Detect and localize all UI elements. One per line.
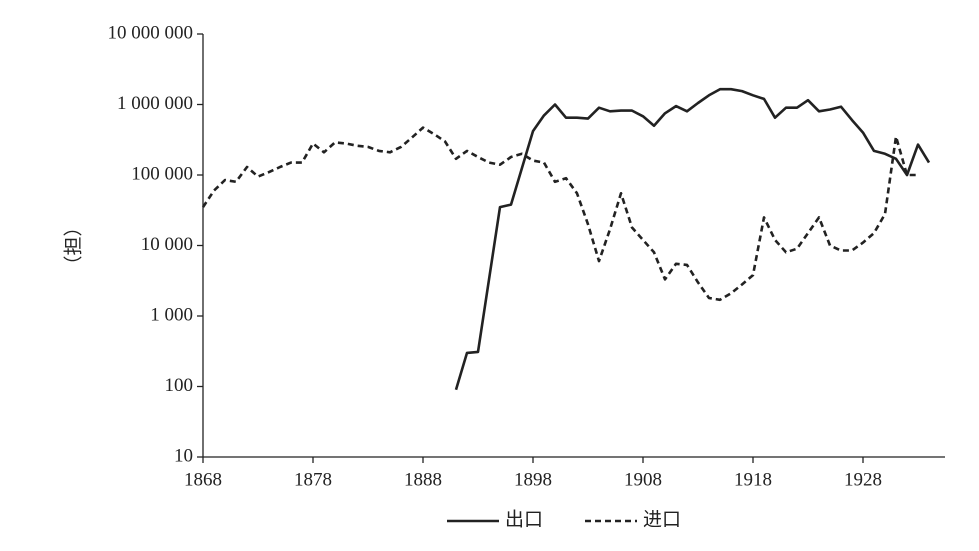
y-tick-label: 1 000: [150, 304, 193, 325]
x-tick-label: 1878: [294, 469, 332, 490]
series-line: [454, 87, 931, 391]
y-tick-label: 100 000: [131, 163, 193, 184]
x-tick-label: 1868: [184, 469, 222, 490]
y-tick-label: 100: [165, 375, 194, 396]
y-tick-label: 10 000: [141, 234, 193, 255]
x-tick-label: 1908: [624, 469, 662, 490]
x-tick-label: 1898: [514, 469, 552, 490]
y-tick-label: 10: [174, 445, 193, 466]
series-line: [201, 126, 918, 302]
legend-label: 进口: [643, 508, 681, 530]
y-tick-label: 1 000 000: [117, 93, 193, 114]
legend-label: 出口: [505, 508, 543, 530]
x-tick-label: 1888: [404, 469, 442, 490]
y-axis-label: （担）: [62, 217, 84, 274]
x-tick-label: 1928: [844, 469, 882, 490]
x-tick-label: 1918: [734, 469, 772, 490]
y-tick-label: 10 000 000: [108, 22, 194, 43]
